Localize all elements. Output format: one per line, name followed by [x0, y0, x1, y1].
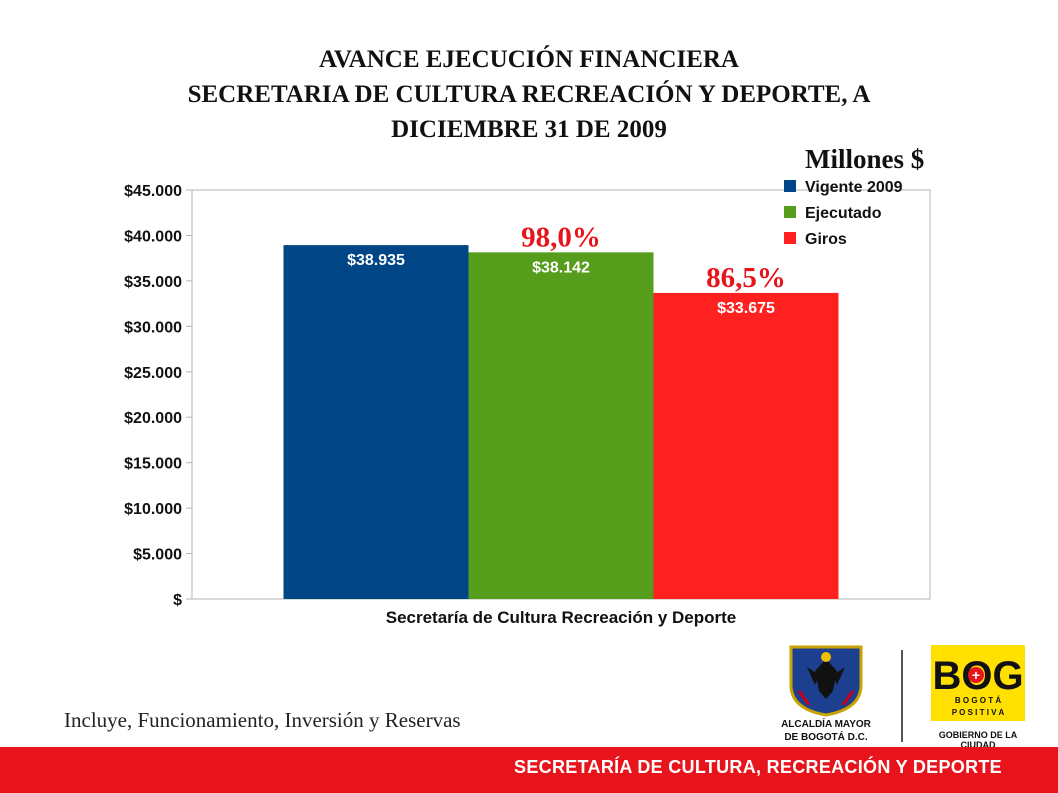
bars: [283, 245, 839, 599]
bog-logo-icon: BOG + B O G O T Á P O S I T I V A: [932, 654, 1023, 717]
percent-annotation: 98,0%: [521, 221, 601, 253]
alcaldia-caption-line-2: DE BOGOTÁ D.C.: [784, 732, 868, 743]
chart-title: AVANCE EJECUCIÓN FINANCIERA SECRETARIA D…: [0, 42, 1058, 147]
coat-of-arms-icon: [789, 645, 863, 717]
footer-text: SECRETARÍA DE CULTURA, RECREACIÓN Y DEPO…: [514, 757, 1002, 777]
legend-swatch: [784, 232, 796, 244]
y-tick-label: $20.000: [124, 410, 182, 427]
y-tick-label: $35.000: [124, 274, 182, 291]
data-label: $38.142: [532, 259, 590, 276]
bog-logo-box: BOG + B O G O T Á P O S I T I V A: [931, 645, 1025, 721]
y-axis: $ $5.000 $10.000 $15.000 $20.000 $25.000 $30.0…: [124, 183, 192, 609]
bog-caption: GOBIERNO DE LA CIUDAD: [938, 730, 1018, 750]
title-line-3: DICIEMBRE 31 DE 2009: [391, 116, 667, 143]
legend-swatch: [784, 206, 796, 218]
y-tick-label: $: [173, 592, 182, 609]
legend-label: Ejecutado: [805, 205, 882, 222]
data-label: $33.675: [717, 300, 775, 317]
svg-text:+: +: [972, 667, 980, 683]
legend-label: Giros: [805, 231, 847, 248]
footer-bar: SECRETARÍA DE CULTURA, RECREACIÓN Y DEPO…: [0, 747, 1058, 793]
y-tick-label: $5.000: [133, 547, 182, 564]
title-line-2: SECRETARIA DE CULTURA RECREACIÓN Y DEPOR…: [187, 81, 871, 108]
alcaldia-caption-line-1: ALCALDÍA MAYOR: [781, 719, 871, 730]
alcaldia-logo: ALCALDÍA MAYOR DE BOGOTÁ D.C.: [762, 645, 890, 745]
data-label: $38.935: [347, 252, 405, 269]
y-tick-label: $10.000: [124, 501, 182, 518]
bar-vigente-2009: [283, 245, 469, 599]
y-tick-label: $45.000: [124, 183, 182, 200]
title-line-1: AVANCE EJECUCIÓN FINANCIERA: [319, 46, 739, 73]
units-label: Millones $: [805, 144, 925, 174]
legend-label: Vigente 2009: [805, 179, 903, 196]
bar-giros: [653, 292, 839, 599]
bogota-positiva-logo: BOG + B O G O T Á P O S I T I V A GOBIER…: [928, 645, 1028, 750]
legend: Vigente 2009 Ejecutado Giros: [784, 179, 903, 248]
y-tick-label: $15.000: [124, 456, 182, 473]
y-tick-label: $25.000: [124, 365, 182, 382]
alcaldia-caption: ALCALDÍA MAYOR DE BOGOTÁ D.C.: [762, 718, 890, 744]
data-labels: $38.935 $38.142 $33.675: [347, 252, 775, 317]
legend-swatch: [784, 180, 796, 192]
percent-annotation: 86,5%: [706, 262, 786, 294]
bar-chart: $ $5.000 $10.000 $15.000 $20.000 $25.000 $30.0…: [124, 179, 931, 627]
annotations: 98,0% 86,5%: [521, 221, 786, 294]
logo-divider: [901, 650, 903, 742]
footnote: Incluye, Funcionamiento, Inversión y Res…: [64, 708, 461, 732]
y-tick-label: $40.000: [124, 228, 182, 245]
x-category-label: Secretaría de Cultura Recreación y Depor…: [386, 608, 737, 627]
bar-ejecutado: [468, 252, 654, 599]
bog-logo-subtext: B O G O T Á: [955, 696, 1001, 705]
bog-logo-subtext-2: P O S I T I V A: [952, 708, 1005, 717]
y-tick-label: $30.000: [124, 319, 182, 336]
